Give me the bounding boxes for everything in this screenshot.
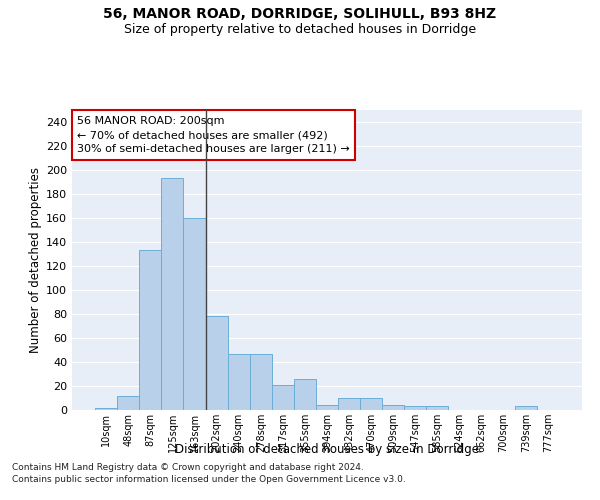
Text: Size of property relative to detached houses in Dorridge: Size of property relative to detached ho… <box>124 22 476 36</box>
Bar <box>382 405 404 410</box>
Bar <box>139 250 161 410</box>
Bar <box>404 406 427 410</box>
Bar <box>206 316 227 410</box>
Bar <box>338 398 360 410</box>
Bar <box>227 354 250 410</box>
Bar <box>95 408 117 410</box>
Bar <box>316 405 338 410</box>
Bar <box>272 385 294 410</box>
Bar <box>117 396 139 410</box>
Bar <box>360 398 382 410</box>
Bar <box>161 178 184 410</box>
Y-axis label: Number of detached properties: Number of detached properties <box>29 167 42 353</box>
Text: Distribution of detached houses by size in Dorridge: Distribution of detached houses by size … <box>175 442 479 456</box>
Bar <box>427 406 448 410</box>
Text: Contains public sector information licensed under the Open Government Licence v3: Contains public sector information licen… <box>12 475 406 484</box>
Bar <box>294 379 316 410</box>
Text: Contains HM Land Registry data © Crown copyright and database right 2024.: Contains HM Land Registry data © Crown c… <box>12 464 364 472</box>
Bar <box>515 406 537 410</box>
Text: 56, MANOR ROAD, DORRIDGE, SOLIHULL, B93 8HZ: 56, MANOR ROAD, DORRIDGE, SOLIHULL, B93 … <box>103 8 497 22</box>
Text: 56 MANOR ROAD: 200sqm
← 70% of detached houses are smaller (492)
30% of semi-det: 56 MANOR ROAD: 200sqm ← 70% of detached … <box>77 116 350 154</box>
Bar <box>250 354 272 410</box>
Bar <box>184 218 206 410</box>
